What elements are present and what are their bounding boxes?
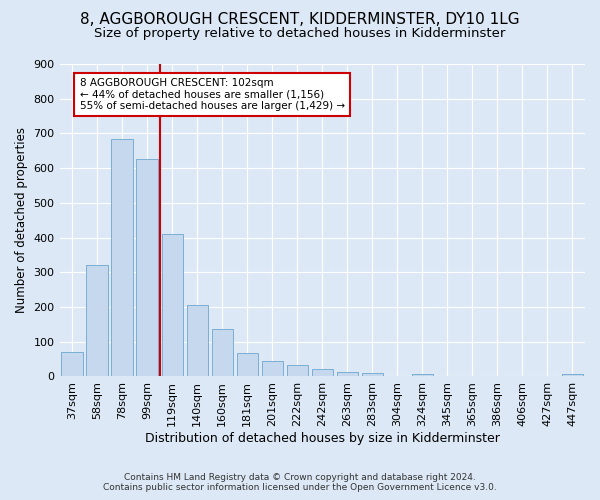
Bar [212,329,233,376]
Bar [86,266,108,376]
Y-axis label: Number of detached properties: Number of detached properties [15,127,28,313]
Bar [287,366,308,376]
Text: 8, AGGBOROUGH CRESCENT, KIDDERMINSTER, DY10 1LG: 8, AGGBOROUGH CRESCENT, KIDDERMINSTER, D… [80,12,520,28]
Bar [236,353,258,376]
Bar [187,304,208,376]
Bar [562,374,583,376]
Bar [362,373,383,376]
Bar [311,369,333,376]
Bar [262,361,283,376]
X-axis label: Distribution of detached houses by size in Kidderminster: Distribution of detached houses by size … [145,432,500,445]
Text: Size of property relative to detached houses in Kidderminster: Size of property relative to detached ho… [94,28,506,40]
Bar [61,352,83,376]
Bar [337,372,358,376]
Bar [412,374,433,376]
Bar [161,234,183,376]
Bar [112,138,133,376]
Text: 8 AGGBOROUGH CRESCENT: 102sqm
← 44% of detached houses are smaller (1,156)
55% o: 8 AGGBOROUGH CRESCENT: 102sqm ← 44% of d… [80,78,344,111]
Text: Contains HM Land Registry data © Crown copyright and database right 2024.
Contai: Contains HM Land Registry data © Crown c… [103,473,497,492]
Bar [136,160,158,376]
